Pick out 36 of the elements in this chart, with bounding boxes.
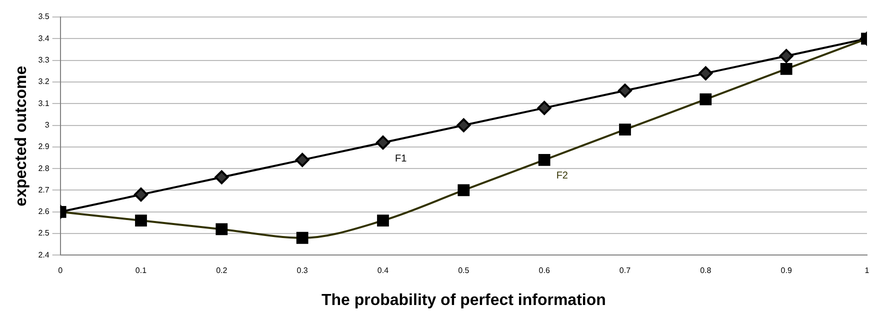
x-tick-label: 0.2 [216, 266, 228, 276]
y-tick-label: 3 [44, 120, 50, 130]
point [376, 136, 390, 150]
y-tick-label: 2.5 [38, 228, 50, 238]
x-axis-title: The probability of perfect information [321, 292, 606, 309]
y-tick-label: 2.8 [38, 164, 50, 173]
x-tick-label: 0.8 [700, 266, 712, 276]
point [618, 84, 632, 98]
series-label: F1 [394, 153, 408, 164]
y-tick-label: 2.7 [38, 185, 50, 194]
point [214, 170, 229, 184]
y-tick-label: 3.1 [38, 98, 50, 108]
y-tick-label: 2.6 [38, 207, 50, 216]
point [698, 66, 713, 80]
y-tick-label: 3.3 [38, 56, 50, 65]
x-tick-label: 0.9 [780, 266, 792, 276]
x-tick-label: 0.5 [458, 266, 470, 276]
point [295, 152, 310, 167]
y-tick-label: 3.4 [38, 34, 50, 43]
x-tick-label: 0 [58, 266, 64, 276]
x-tick-label: 0.6 [538, 266, 550, 276]
series-label: F2 [556, 170, 568, 182]
x-tick-label: 1 [864, 266, 870, 276]
x-tick-label: 0.4 [377, 266, 390, 276]
y-axis-title: expected outcome [13, 66, 30, 206]
x-tick-label: 0.3 [296, 266, 308, 276]
point [134, 188, 148, 202]
point [779, 48, 794, 63]
y-tick-label: 3.2 [38, 77, 50, 86]
x-tick-label: 0.7 [619, 266, 632, 276]
point [456, 118, 471, 132]
x-tick-label: 0.1 [135, 266, 148, 276]
y-tick-label: 2.4 [38, 250, 50, 260]
point [537, 100, 552, 115]
y-tick-label: 2.9 [38, 142, 50, 152]
y-tick-label: 3.5 [38, 12, 50, 22]
